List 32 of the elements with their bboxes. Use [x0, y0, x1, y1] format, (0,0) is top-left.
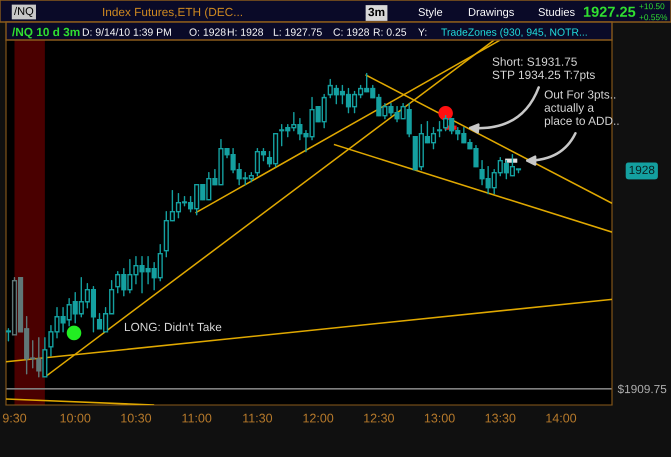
x-tick-label: 13:30	[486, 414, 516, 423]
chart-title: /NQ 10 d 3m	[12, 28, 80, 38]
x-tick-label: 9:30	[2, 414, 26, 423]
text: 1927.25	[584, 6, 636, 17]
text: C: 1928	[334, 28, 370, 36]
y-tick-label: 1928	[630, 166, 654, 174]
text: R: 0.25	[374, 28, 406, 36]
text: 3m	[368, 8, 384, 16]
text: /NQ	[14, 6, 34, 17]
text: O: 1928	[189, 28, 226, 36]
text: D: 9/14/10 1:39 PM	[82, 28, 171, 36]
text: L: 1927.75	[274, 28, 322, 36]
text: TradeZones (930, 945, NOTR...	[441, 28, 587, 38]
x-tick-label: 11:00	[182, 414, 212, 423]
x-tick-label: 14:00	[546, 414, 576, 423]
annotation: Short: S1931.75 STP 1934.25 T:7pts	[492, 57, 595, 82]
x-tick-label: 12:30	[364, 414, 394, 423]
x-tick-label: 12:00	[303, 414, 334, 423]
x-tick-label: 11:30	[243, 414, 272, 423]
text: +10.50	[639, 3, 664, 10]
y-tick-label: $1909.75	[618, 384, 666, 394]
text: Style	[418, 8, 442, 18]
x-tick-label: 13:00	[424, 414, 455, 423]
annotation: LONG: Didn't Take	[124, 322, 222, 332]
text: +0.55%	[639, 14, 668, 20]
text: H: 1928	[228, 28, 264, 36]
x-tick-label: 10:30	[121, 414, 152, 423]
text: Drawings	[468, 8, 514, 18]
text: Studies	[538, 8, 575, 16]
x-tick-label: 10:00	[60, 414, 90, 423]
text: Y:	[418, 28, 426, 36]
chart-subtitle: Index Futures,ETH (DEC...	[103, 8, 242, 18]
